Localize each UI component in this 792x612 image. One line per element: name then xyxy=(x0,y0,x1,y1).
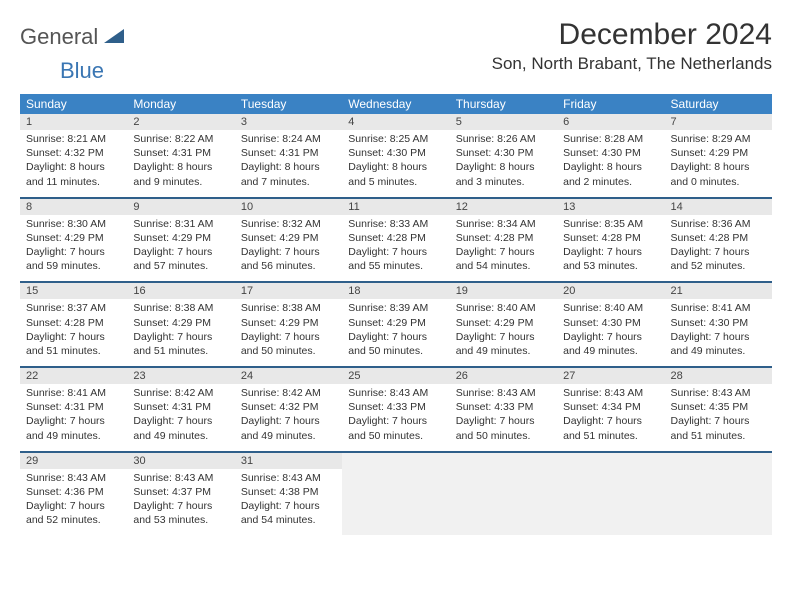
day-number-cell: 30 xyxy=(127,453,234,469)
day-number-row: 1234567 xyxy=(20,114,772,130)
calendar-table: SundayMondayTuesdayWednesdayThursdayFrid… xyxy=(20,94,772,535)
day-number-cell: 10 xyxy=(235,199,342,215)
day-number-cell: 7 xyxy=(665,114,772,130)
weekday-header: Thursday xyxy=(450,94,557,114)
weekday-header: Friday xyxy=(557,94,664,114)
day-number-cell: 20 xyxy=(557,283,664,299)
day-detail-cell: Sunrise: 8:22 AMSunset: 4:31 PMDaylight:… xyxy=(127,130,234,198)
day-number-cell: 9 xyxy=(127,199,234,215)
day-detail-cell: Sunrise: 8:25 AMSunset: 4:30 PMDaylight:… xyxy=(342,130,449,198)
day-detail-cell: Sunrise: 8:30 AMSunset: 4:29 PMDaylight:… xyxy=(20,215,127,283)
day-detail-cell: Sunrise: 8:34 AMSunset: 4:28 PMDaylight:… xyxy=(450,215,557,283)
day-number-cell: 31 xyxy=(235,453,342,469)
day-number-cell: 18 xyxy=(342,283,449,299)
day-detail-cell: Sunrise: 8:29 AMSunset: 4:29 PMDaylight:… xyxy=(665,130,772,198)
day-detail-cell: Sunrise: 8:43 AMSunset: 4:33 PMDaylight:… xyxy=(450,384,557,452)
day-number-cell: 6 xyxy=(557,114,664,130)
day-number-cell: 15 xyxy=(20,283,127,299)
day-number-cell: 25 xyxy=(342,368,449,384)
day-number-cell: 21 xyxy=(665,283,772,299)
day-number-cell: 29 xyxy=(20,453,127,469)
day-number-cell: 14 xyxy=(665,199,772,215)
location: Son, North Brabant, The Netherlands xyxy=(492,54,772,74)
day-detail-cell: Sunrise: 8:42 AMSunset: 4:32 PMDaylight:… xyxy=(235,384,342,452)
weekday-header-row: SundayMondayTuesdayWednesdayThursdayFrid… xyxy=(20,94,772,114)
day-number-cell xyxy=(342,453,449,469)
day-detail-row: Sunrise: 8:37 AMSunset: 4:28 PMDaylight:… xyxy=(20,299,772,367)
day-detail-cell xyxy=(450,469,557,536)
day-detail-cell: Sunrise: 8:38 AMSunset: 4:29 PMDaylight:… xyxy=(127,299,234,367)
day-number-row: 293031 xyxy=(20,453,772,469)
day-detail-cell xyxy=(557,469,664,536)
day-detail-cell: Sunrise: 8:32 AMSunset: 4:29 PMDaylight:… xyxy=(235,215,342,283)
day-detail-cell: Sunrise: 8:40 AMSunset: 4:29 PMDaylight:… xyxy=(450,299,557,367)
day-detail-row: Sunrise: 8:43 AMSunset: 4:36 PMDaylight:… xyxy=(20,469,772,536)
logo-text-general: General xyxy=(20,24,98,50)
day-number-cell: 5 xyxy=(450,114,557,130)
day-number-row: 15161718192021 xyxy=(20,283,772,299)
day-detail-row: Sunrise: 8:21 AMSunset: 4:32 PMDaylight:… xyxy=(20,130,772,198)
day-number-cell: 27 xyxy=(557,368,664,384)
weekday-header: Sunday xyxy=(20,94,127,114)
day-number-cell: 2 xyxy=(127,114,234,130)
day-number-cell: 19 xyxy=(450,283,557,299)
logo-text-blue: Blue xyxy=(60,58,104,83)
weekday-header: Wednesday xyxy=(342,94,449,114)
day-detail-cell: Sunrise: 8:43 AMSunset: 4:33 PMDaylight:… xyxy=(342,384,449,452)
day-detail-cell: Sunrise: 8:24 AMSunset: 4:31 PMDaylight:… xyxy=(235,130,342,198)
day-number-cell: 17 xyxy=(235,283,342,299)
month-title: December 2024 xyxy=(492,18,772,52)
day-detail-cell: Sunrise: 8:33 AMSunset: 4:28 PMDaylight:… xyxy=(342,215,449,283)
day-detail-cell: Sunrise: 8:37 AMSunset: 4:28 PMDaylight:… xyxy=(20,299,127,367)
weekday-header: Saturday xyxy=(665,94,772,114)
day-number-cell: 24 xyxy=(235,368,342,384)
day-detail-cell: Sunrise: 8:41 AMSunset: 4:31 PMDaylight:… xyxy=(20,384,127,452)
day-number-cell: 16 xyxy=(127,283,234,299)
day-detail-cell: Sunrise: 8:31 AMSunset: 4:29 PMDaylight:… xyxy=(127,215,234,283)
day-number-cell: 12 xyxy=(450,199,557,215)
day-detail-row: Sunrise: 8:41 AMSunset: 4:31 PMDaylight:… xyxy=(20,384,772,452)
day-number-cell: 1 xyxy=(20,114,127,130)
day-number-cell: 22 xyxy=(20,368,127,384)
day-number-cell: 4 xyxy=(342,114,449,130)
day-number-cell: 8 xyxy=(20,199,127,215)
day-detail-cell xyxy=(342,469,449,536)
header: General December 2024 Son, North Brabant… xyxy=(20,18,772,74)
day-detail-cell: Sunrise: 8:43 AMSunset: 4:35 PMDaylight:… xyxy=(665,384,772,452)
day-detail-cell: Sunrise: 8:43 AMSunset: 4:36 PMDaylight:… xyxy=(20,469,127,536)
day-number-cell: 11 xyxy=(342,199,449,215)
day-detail-cell: Sunrise: 8:41 AMSunset: 4:30 PMDaylight:… xyxy=(665,299,772,367)
weekday-header: Monday xyxy=(127,94,234,114)
day-detail-cell: Sunrise: 8:40 AMSunset: 4:30 PMDaylight:… xyxy=(557,299,664,367)
title-block: December 2024 Son, North Brabant, The Ne… xyxy=(492,18,772,74)
day-number-cell: 26 xyxy=(450,368,557,384)
day-number-cell xyxy=(450,453,557,469)
day-detail-cell: Sunrise: 8:38 AMSunset: 4:29 PMDaylight:… xyxy=(235,299,342,367)
day-detail-cell: Sunrise: 8:43 AMSunset: 4:34 PMDaylight:… xyxy=(557,384,664,452)
day-number-cell xyxy=(665,453,772,469)
day-detail-cell: Sunrise: 8:36 AMSunset: 4:28 PMDaylight:… xyxy=(665,215,772,283)
day-number-cell xyxy=(557,453,664,469)
day-number-cell: 28 xyxy=(665,368,772,384)
day-detail-cell: Sunrise: 8:43 AMSunset: 4:38 PMDaylight:… xyxy=(235,469,342,536)
day-number-row: 22232425262728 xyxy=(20,368,772,384)
day-detail-cell: Sunrise: 8:35 AMSunset: 4:28 PMDaylight:… xyxy=(557,215,664,283)
triangle-icon xyxy=(104,27,124,48)
day-detail-cell xyxy=(665,469,772,536)
day-detail-cell: Sunrise: 8:26 AMSunset: 4:30 PMDaylight:… xyxy=(450,130,557,198)
day-detail-cell: Sunrise: 8:39 AMSunset: 4:29 PMDaylight:… xyxy=(342,299,449,367)
day-detail-cell: Sunrise: 8:21 AMSunset: 4:32 PMDaylight:… xyxy=(20,130,127,198)
day-detail-cell: Sunrise: 8:43 AMSunset: 4:37 PMDaylight:… xyxy=(127,469,234,536)
day-detail-cell: Sunrise: 8:42 AMSunset: 4:31 PMDaylight:… xyxy=(127,384,234,452)
day-number-cell: 13 xyxy=(557,199,664,215)
day-number-row: 891011121314 xyxy=(20,199,772,215)
weekday-header: Tuesday xyxy=(235,94,342,114)
day-detail-row: Sunrise: 8:30 AMSunset: 4:29 PMDaylight:… xyxy=(20,215,772,283)
logo: General xyxy=(20,24,126,50)
day-number-cell: 3 xyxy=(235,114,342,130)
day-detail-cell: Sunrise: 8:28 AMSunset: 4:30 PMDaylight:… xyxy=(557,130,664,198)
day-number-cell: 23 xyxy=(127,368,234,384)
